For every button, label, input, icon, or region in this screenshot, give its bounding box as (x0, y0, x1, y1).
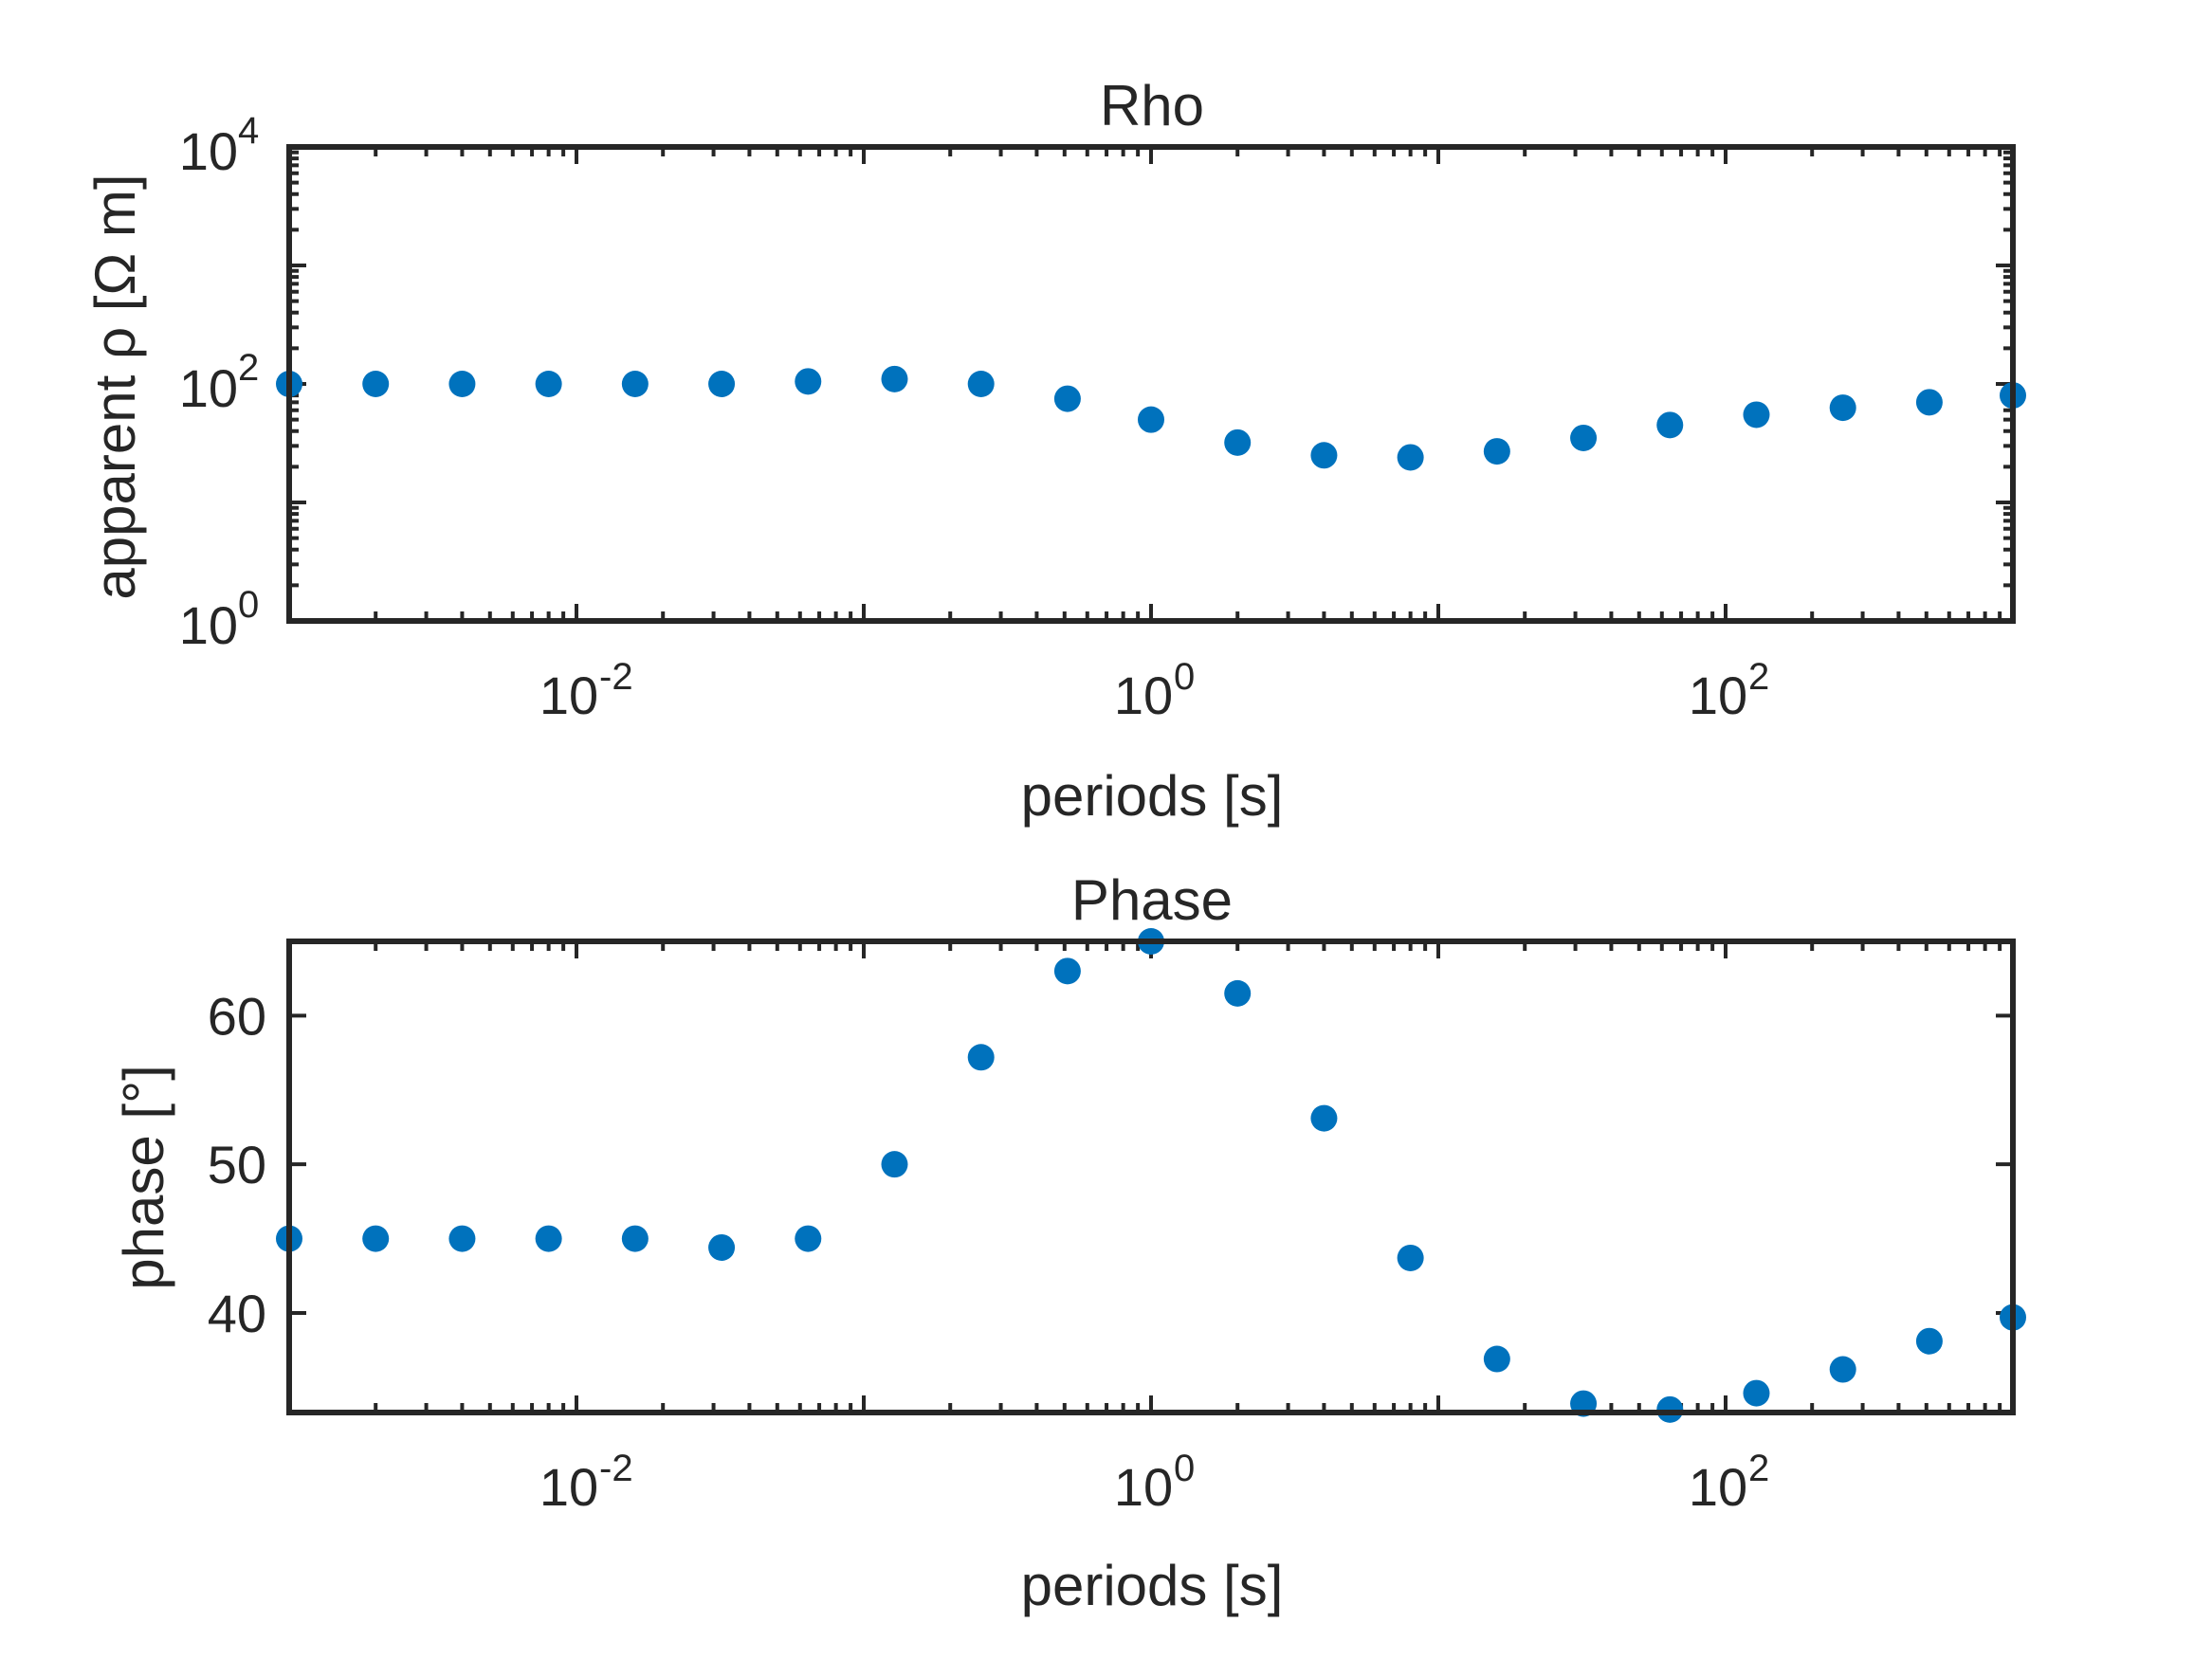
phase-x-tick-label: 10 (1114, 1457, 1173, 1517)
phase-plot-frame (286, 939, 2016, 1415)
phase-data-point (448, 1225, 476, 1252)
rho-x-tick-exponent: -2 (599, 656, 633, 698)
phase-data-point (708, 1233, 736, 1261)
rho-x-tick-label: 10 (539, 665, 598, 725)
phase-data-point (1743, 1379, 1770, 1407)
rho-data-point (795, 368, 822, 395)
phase-data-point (1915, 1327, 1943, 1355)
rho-data-point (1053, 385, 1081, 412)
rho-data-point (1570, 424, 1598, 451)
rho-x-tick-exponent: 2 (1748, 656, 1769, 698)
rho-data-point (1743, 401, 1770, 428)
rho-data-point (1483, 438, 1510, 465)
rho-y-tick-label: 10 (179, 358, 238, 418)
phase-data-point (362, 1225, 390, 1252)
rho-data-point (881, 365, 908, 392)
rho-x-tick-label: 10 (1689, 665, 1747, 725)
rho-points (276, 365, 2026, 471)
rho-data-point (362, 371, 390, 397)
phase-data-point (881, 1151, 908, 1178)
phase-data-point (967, 1044, 995, 1071)
rho-xlabel: periods [s] (1021, 764, 1284, 828)
rho-tick-labels: 10 -2 10 0 10 210 010 210 4 (179, 110, 1770, 725)
rho-y-tick-exponent: 2 (238, 347, 259, 389)
phase-x-tick-label: 10 (539, 1457, 598, 1517)
rho-data-point (1310, 442, 1338, 469)
rho-title: Rho (1100, 74, 1204, 137)
phase-title: Phase (1071, 868, 1233, 932)
phase-data-point (1224, 979, 1252, 1007)
rho-data-point (535, 371, 562, 397)
phase-data-point (1829, 1356, 1856, 1383)
phase-data-point (1310, 1104, 1338, 1132)
rho-y-tick-exponent: 0 (238, 584, 259, 626)
phase-x-tick-label: 10 (1689, 1457, 1747, 1517)
phase-x-tick-exponent: -2 (599, 1448, 633, 1489)
rho-data-point (621, 371, 649, 397)
phase-x-tick-exponent: 2 (1748, 1448, 1769, 1489)
phase-ylabel: phase [°] (112, 1065, 175, 1289)
phase-y-tick-label: 60 (208, 986, 266, 1046)
rho-data-point (1829, 394, 1856, 422)
rho-data-point (448, 371, 476, 397)
rho-y-tick-label: 10 (179, 595, 238, 655)
rho-data-point (1656, 411, 1684, 439)
rho-data-point (1915, 389, 1943, 416)
phase-data-point (1656, 1395, 1684, 1423)
rho-data-point (1224, 428, 1252, 456)
rho-y-tick-exponent: 4 (238, 110, 259, 152)
rho-x-tick-exponent: 0 (1174, 656, 1195, 698)
phase-data-point (1397, 1244, 1424, 1271)
rho-data-point (967, 371, 995, 397)
phase-y-tick-label: 40 (208, 1284, 266, 1343)
phase-data-point (535, 1225, 562, 1252)
rho-ylabel: apparent ρ [Ω m] (83, 173, 147, 599)
phase-data-point (1053, 957, 1081, 985)
rho-data-point (1397, 444, 1424, 471)
rho-x-tick-label: 10 (1114, 665, 1173, 725)
phase-y-tick-label: 50 (208, 1135, 266, 1194)
phase-data-point (795, 1225, 822, 1252)
rho-panel: Rho periods [s] apparent ρ [Ω m] 10 -2 10 0… (83, 74, 2026, 828)
phase-panel: Phase periods [s] phase [°] 10 -2 10 0 10 240… (112, 868, 2026, 1617)
phase-data-point (621, 1225, 649, 1252)
rho-data-point (1138, 406, 1164, 433)
rho-data-point (708, 371, 736, 397)
phase-x-tick-exponent: 0 (1174, 1448, 1195, 1489)
rho-plot-frame (286, 144, 2016, 624)
phase-points (276, 928, 2026, 1423)
phase-xlabel: periods [s] (1021, 1554, 1284, 1617)
rho-y-tick-label: 10 (179, 121, 238, 181)
phase-data-point (1483, 1345, 1510, 1373)
